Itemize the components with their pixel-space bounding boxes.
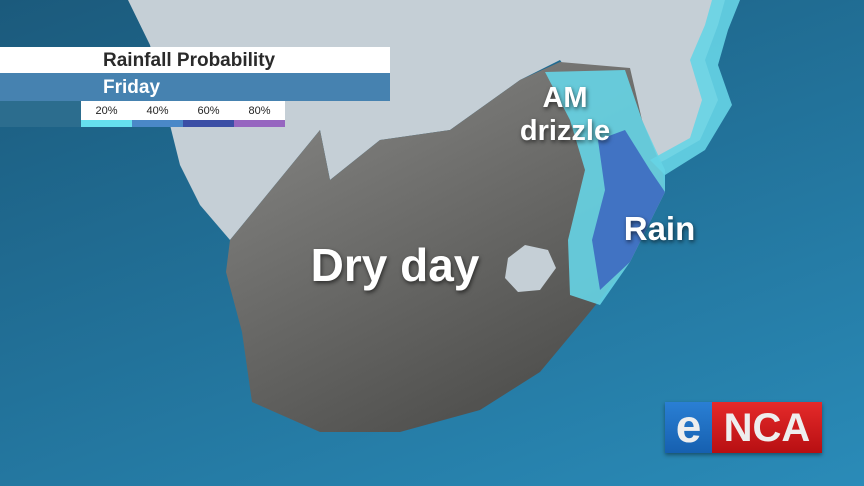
mozambique-coast-drizzle (650, 0, 740, 175)
lesotho (505, 245, 556, 292)
scale-20: 20% (81, 101, 132, 127)
legend-title-bar: Rainfall Probability (0, 47, 390, 73)
scale-40: 40% (132, 101, 183, 127)
scale-80: 80% (234, 101, 285, 127)
legend-scale: 20% 40% 60% 80% (81, 101, 285, 127)
enca-logo: e NCA (665, 402, 822, 453)
legend-day-bar: Friday (0, 73, 390, 101)
south-africa (226, 62, 665, 432)
am-drizzle-label-line1: AM (542, 82, 588, 114)
rain-area (592, 130, 665, 290)
am-drizzle-label-line2: drizzle (519, 115, 611, 147)
dry-day-label: Dry day (310, 239, 480, 291)
scale-60: 60% (183, 101, 234, 127)
legend-day: Friday (103, 77, 161, 98)
legend-title: Rainfall Probability (103, 50, 276, 71)
rain-label: Rain (623, 210, 696, 247)
legend-scale-row: 20% 40% 60% 80% (0, 101, 285, 127)
